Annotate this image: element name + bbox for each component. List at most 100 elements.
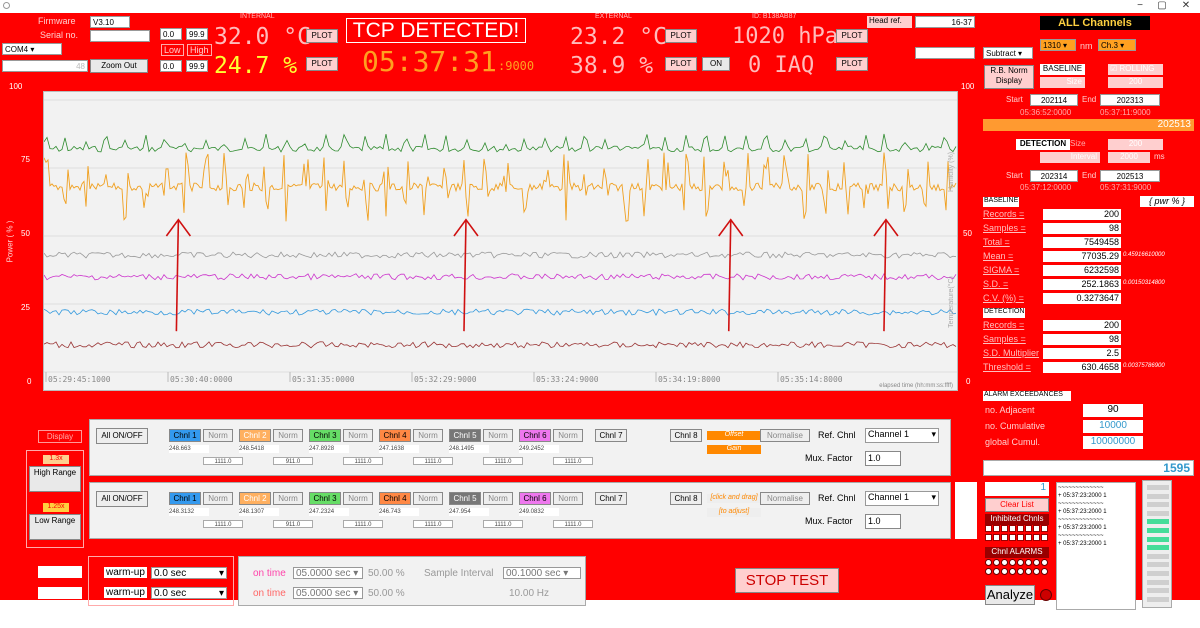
- norm-button[interactable]: Norm: [553, 429, 583, 442]
- log-entry[interactable]: + 05:37:23:2000 1: [1058, 525, 1107, 531]
- inhibit-checkbox[interactable]: [1041, 534, 1048, 541]
- on-time-select-2[interactable]: 05.0000 sec ▾: [293, 587, 363, 599]
- log-entry[interactable]: + 05:37:23:2000 1: [1058, 493, 1107, 499]
- norm-button[interactable]: Norm: [413, 429, 443, 442]
- high-range-button[interactable]: High Range: [29, 466, 81, 492]
- gain-value[interactable]: 1111.0: [343, 457, 383, 465]
- all-onoff-button[interactable]: All ON/OFF: [96, 491, 148, 507]
- channel-toggle-8[interactable]: Chnl 8: [670, 492, 702, 505]
- interval-value[interactable]: 2000: [1108, 152, 1150, 163]
- inhibit-checkbox[interactable]: [1009, 525, 1016, 532]
- on-toggle[interactable]: ON: [702, 57, 730, 71]
- ref-chnl-select[interactable]: Channel 1 ▾: [865, 428, 939, 443]
- channel-toggle-3[interactable]: Chnl 3: [309, 429, 341, 442]
- ref-chnl-select[interactable]: Channel 1 ▾: [865, 491, 939, 506]
- inhibit-checkbox[interactable]: [993, 525, 1000, 532]
- log-entry[interactable]: + 05:37:23:2000 1: [1058, 509, 1107, 515]
- channel-toggle-1[interactable]: Chnl 1: [169, 492, 201, 505]
- inhibit-checkbox[interactable]: [1033, 525, 1040, 532]
- channel-toggle-2[interactable]: Chnl 2: [239, 492, 271, 505]
- channel-toggle-1[interactable]: Chnl 1: [169, 429, 201, 442]
- warmup-select-1[interactable]: 0.0 sec ▾: [151, 567, 227, 579]
- log-entry[interactable]: + 05:37:23:2000 1: [1058, 541, 1107, 547]
- cumulative-value[interactable]: 10000: [1083, 420, 1143, 433]
- normalise-button[interactable]: Normalise: [760, 429, 810, 442]
- gain-value[interactable]: 1111.0: [413, 520, 453, 528]
- offset-label[interactable]: Offset: [707, 431, 761, 440]
- channel-toggle-2[interactable]: Chnl 2: [239, 429, 271, 442]
- gain-value[interactable]: 1111.0: [483, 520, 523, 528]
- plot-button-2[interactable]: PLOT: [306, 57, 338, 71]
- gain-value[interactable]: 1111.0: [483, 457, 523, 465]
- norm-button[interactable]: Norm: [483, 492, 513, 505]
- int-low-field[interactable]: 0.0: [160, 28, 182, 40]
- all-onoff-button[interactable]: All ON/OFF: [96, 428, 148, 444]
- rb-norm-button[interactable]: R.B. Norm Display: [984, 65, 1034, 89]
- event-log-list[interactable]: ~~~~~~~~~~~~~ + 05:37:23:2000 1 ~~~~~~~~~~…: [1056, 482, 1136, 610]
- plot-button-4[interactable]: PLOT: [665, 57, 697, 71]
- mux-factor-field[interactable]: 1.0: [865, 514, 901, 529]
- serial-field[interactable]: [90, 30, 150, 42]
- minimize-button[interactable]: −: [1137, 0, 1143, 11]
- int-low2-field[interactable]: 0.0: [160, 60, 182, 72]
- normalise-button[interactable]: Normalise: [760, 492, 810, 505]
- adjacent-value[interactable]: 90: [1083, 404, 1143, 417]
- norm-button[interactable]: Norm: [273, 492, 303, 505]
- norm-button[interactable]: Norm: [553, 492, 583, 505]
- gain-value[interactable]: 1111.0: [343, 520, 383, 528]
- norm-button[interactable]: Norm: [343, 492, 373, 505]
- offset-label[interactable]: [click and drag]: [707, 494, 761, 503]
- channel-toggle-5[interactable]: Chnl 5: [449, 429, 481, 442]
- norm-button[interactable]: Norm: [203, 429, 233, 442]
- inhibit-checkbox[interactable]: [993, 534, 1000, 541]
- gain-value[interactable]: 1111.0: [203, 457, 243, 465]
- signal-chart[interactable]: 05:29:45:1000 05:30:40:0000 05:31:35:0000 0…: [43, 91, 958, 391]
- inhibit-checkbox[interactable]: [1017, 534, 1024, 541]
- plot-button-5[interactable]: PLOT: [836, 29, 868, 43]
- on-time-select[interactable]: 05.0000 sec ▾: [293, 567, 363, 579]
- log-entry[interactable]: ~~~~~~~~~~~~~: [1058, 517, 1104, 523]
- gain-label[interactable]: [to adjust]: [707, 508, 761, 517]
- blank-field[interactable]: [915, 47, 975, 59]
- inhibit-checkbox[interactable]: [1033, 534, 1040, 541]
- log-entry[interactable]: ~~~~~~~~~~~~~: [1058, 501, 1104, 507]
- inhibit-checkbox[interactable]: [985, 525, 992, 532]
- gain-value[interactable]: 911.0: [273, 520, 313, 528]
- norm-button[interactable]: Norm: [343, 429, 373, 442]
- channel-toggle-6[interactable]: Chnl 6: [519, 492, 551, 505]
- channel-toggle-7[interactable]: Chnl 7: [595, 429, 627, 442]
- int-high2-field[interactable]: 99.9: [186, 60, 208, 72]
- channel-toggle-3[interactable]: Chnl 3: [309, 492, 341, 505]
- gain-value[interactable]: 1111.0: [413, 457, 453, 465]
- mux-factor-field[interactable]: 1.0: [865, 451, 901, 466]
- plot-button-3[interactable]: PLOT: [665, 29, 697, 43]
- zoom-out-button[interactable]: Zoom Out: [90, 59, 148, 73]
- clear-list-button[interactable]: Clear List: [985, 498, 1049, 512]
- channel-toggle-7[interactable]: Chnl 7: [595, 492, 627, 505]
- port-select[interactable]: COM4 ▾: [2, 43, 62, 55]
- norm-button[interactable]: Norm: [273, 429, 303, 442]
- gain-label[interactable]: Gain: [707, 445, 761, 454]
- det-size-value[interactable]: 200: [1108, 139, 1163, 150]
- inhibit-checkbox[interactable]: [1017, 525, 1024, 532]
- channel-toggle-4[interactable]: Chnl 4: [379, 492, 411, 505]
- log-entry[interactable]: ~~~~~~~~~~~~~: [1058, 533, 1104, 539]
- inhibit-checkbox[interactable]: [1041, 525, 1048, 532]
- inhibit-checkbox[interactable]: [1009, 534, 1016, 541]
- sample-interval-select[interactable]: 00.1000 sec ▾: [503, 567, 581, 579]
- gain-value[interactable]: 911.0: [273, 457, 313, 465]
- warmup-select-2[interactable]: 0.0 sec ▾: [151, 587, 227, 599]
- subtract-select[interactable]: Subtract ▾: [983, 47, 1033, 59]
- stop-test-button[interactable]: STOP TEST: [735, 568, 839, 593]
- maximize-button[interactable]: ▢: [1157, 0, 1167, 11]
- inhibit-checkbox[interactable]: [1001, 525, 1008, 532]
- channel-toggle-4[interactable]: Chnl 4: [379, 429, 411, 442]
- close-button[interactable]: ✕: [1181, 0, 1191, 11]
- channel-select[interactable]: Ch.3 ▾: [1098, 39, 1136, 51]
- low-range-button[interactable]: Low Range: [29, 514, 81, 540]
- size-value[interactable]: 200: [1108, 77, 1163, 88]
- inhibit-checkbox[interactable]: [1025, 534, 1032, 541]
- inhibit-checkbox[interactable]: [1025, 525, 1032, 532]
- inhibit-checkbox[interactable]: [985, 534, 992, 541]
- log-entry[interactable]: ~~~~~~~~~~~~~: [1058, 485, 1104, 491]
